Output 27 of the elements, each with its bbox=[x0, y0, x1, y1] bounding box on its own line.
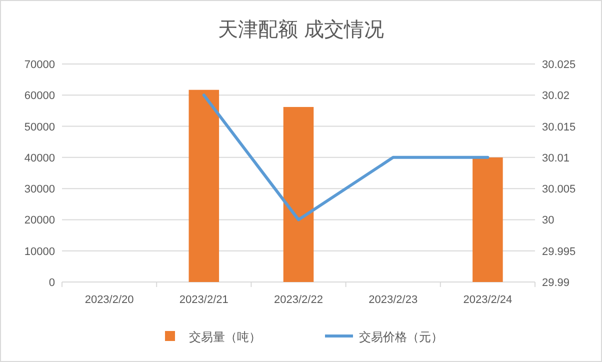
x-tick-label: 2023/2/23 bbox=[368, 294, 418, 306]
y2-tick-label: 29.99 bbox=[542, 277, 570, 289]
x-tick-label: 2023/2/22 bbox=[274, 294, 323, 306]
y2-tick-label: 30.015 bbox=[542, 121, 576, 134]
x-tick-label: 2023/2/21 bbox=[179, 294, 228, 306]
x-tick-label: 2023/2/24 bbox=[463, 294, 512, 306]
legend-label: 交易量（吨） bbox=[189, 330, 261, 344]
x-tick-label: 2023/2/20 bbox=[84, 294, 134, 306]
title: 天津配额 成交情况 bbox=[218, 19, 384, 41]
bar bbox=[188, 90, 220, 282]
y2-tick-label: 30 bbox=[542, 214, 554, 227]
y-tick-label: 30000 bbox=[24, 184, 55, 196]
y-tick-label: 10000 bbox=[24, 246, 55, 258]
y2-tick-label: 30.025 bbox=[542, 59, 576, 71]
y2-tick-label: 29.995 bbox=[542, 246, 576, 258]
y-tick-label: 20000 bbox=[24, 214, 55, 227]
y-tick-label: 50000 bbox=[24, 121, 55, 134]
y-tick-label: 60000 bbox=[24, 90, 55, 102]
y2-tick-label: 30.02 bbox=[542, 90, 570, 102]
y2-tick-label: 30.01 bbox=[542, 152, 570, 164]
bar bbox=[283, 106, 314, 282]
y-tick-label: 0 bbox=[48, 277, 55, 289]
y2-tick-label: 30.005 bbox=[542, 184, 576, 196]
bar bbox=[472, 157, 503, 282]
y-tick-label: 70000 bbox=[24, 59, 55, 71]
legend-label: 交易价格（元） bbox=[359, 330, 443, 344]
y-tick-label: 40000 bbox=[24, 152, 55, 164]
